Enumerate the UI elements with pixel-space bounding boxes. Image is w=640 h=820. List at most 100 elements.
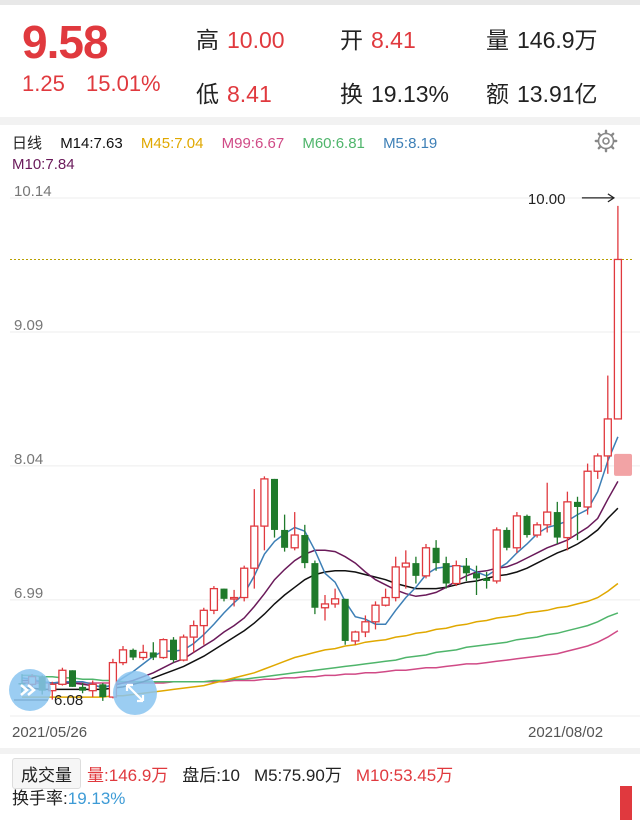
- ma-line-m10: [22, 481, 619, 688]
- open-label: 开: [340, 27, 363, 53]
- ma-legend-row-1: 日线 M14:7.63 M45:7.04 M99:6.67 M60:6.81 M…: [12, 132, 451, 153]
- candle-body: [320, 603, 330, 609]
- candle-body: [351, 631, 360, 642]
- turnover-label: 换: [340, 81, 363, 107]
- candle-body: [209, 587, 219, 611]
- volume-label: 量: [486, 27, 509, 53]
- turnover-value: 19.13%: [371, 81, 450, 107]
- vol-label: 量:: [87, 766, 109, 785]
- y-tick-label: 8.04: [14, 451, 43, 468]
- fullscreen-icon[interactable]: [112, 670, 158, 716]
- divider-2: [0, 748, 640, 754]
- price-change-pct: 15.01%: [86, 71, 161, 96]
- turnover-stat: 换 19.13%: [340, 75, 449, 109]
- candle-body: [189, 624, 198, 638]
- low-stat: 低 8.41: [196, 75, 272, 109]
- high-stat: 高 10.00: [196, 21, 285, 55]
- candle-body: [613, 258, 623, 420]
- candle-body: [503, 529, 511, 548]
- indicator-selector-button[interactable]: 成交量: [12, 758, 81, 789]
- high-label: 高: [196, 27, 219, 53]
- y-tick-label: 6.99: [14, 585, 43, 602]
- candle-body: [523, 515, 531, 536]
- candle-body: [401, 562, 410, 568]
- candle-body: [381, 596, 390, 606]
- after-hours-value: 10: [221, 766, 240, 785]
- candle-body: [301, 535, 309, 564]
- volume-stat: 量 146.9万: [486, 21, 598, 55]
- candle-body: [371, 604, 380, 623]
- candle-body: [99, 684, 107, 698]
- candle-body: [79, 686, 87, 691]
- amount-stat: 额 13.91亿: [486, 75, 598, 109]
- candle-body: [391, 566, 400, 599]
- candle-body: [260, 478, 269, 527]
- quote-header: 9.58 1.25 15.01% 高 10.00 低 8.41 开 8.41 换 19.…: [0, 5, 640, 117]
- candle-body: [229, 596, 239, 600]
- turnover-rate-label: 换手率:: [12, 789, 68, 808]
- candle-body: [199, 609, 208, 627]
- candle-body: [341, 598, 349, 641]
- volume-bar-latest: [620, 786, 632, 820]
- candlestick-chart[interactable]: 10.14 9.09 8.04 6.99 10.00 6.08: [0, 174, 640, 724]
- chart-grid: 10.14 9.09 8.04 6.99: [10, 183, 640, 717]
- y-tick-label: 10.14: [14, 183, 52, 200]
- candle-body: [290, 534, 299, 549]
- volume-legend: 成交量 量:146.9万 盘后:10 M5:75.90万 M10:53.45万: [12, 758, 454, 789]
- candle-body: [421, 547, 431, 577]
- turnover-legend: 换手率:19.13%: [12, 784, 125, 809]
- candle-body: [553, 512, 561, 538]
- candle-body: [543, 511, 552, 526]
- price-marker: [614, 453, 632, 476]
- volume-value: 146.9万: [517, 27, 598, 53]
- ma-m60: M60:6.81: [302, 135, 365, 152]
- open-stat: 开 8.41: [340, 21, 416, 55]
- low-value: 8.41: [227, 81, 272, 107]
- candle-body: [492, 529, 501, 582]
- vol-value: 146.9万: [108, 766, 169, 785]
- divider: [0, 117, 640, 125]
- max-price-label: 10.00: [528, 191, 566, 208]
- candles: [18, 205, 623, 701]
- candle-body: [512, 515, 522, 549]
- candle-body: [532, 524, 542, 536]
- min-price-label: 6.08: [54, 692, 83, 709]
- candle-body: [412, 563, 420, 576]
- candle-body: [281, 529, 289, 548]
- high-value: 10.00: [227, 27, 285, 53]
- candle-body: [220, 588, 228, 599]
- candle-body: [69, 670, 76, 687]
- price-change: 1.25: [22, 71, 65, 96]
- status-strip: [0, 0, 640, 5]
- candle-body: [149, 652, 157, 658]
- candle-body: [58, 669, 67, 685]
- candle-body: [240, 567, 249, 599]
- candle-body: [108, 661, 118, 698]
- candle-body: [583, 470, 592, 508]
- candle-body: [311, 563, 319, 608]
- candle-body: [361, 621, 370, 633]
- candle-body: [603, 418, 612, 457]
- candle-body: [473, 573, 480, 579]
- max-price-arrowhead: [607, 193, 616, 203]
- after-hours-label: 盘后:: [182, 766, 222, 785]
- period-selector[interactable]: 日线: [12, 135, 43, 152]
- candle-body: [170, 639, 177, 661]
- ma-m45: M45:7.04: [140, 135, 204, 152]
- collapse-left-icon[interactable]: [8, 668, 52, 712]
- candle-body: [574, 501, 581, 507]
- candle-body: [432, 547, 440, 564]
- vol-m10: M10:53.45万: [355, 766, 454, 785]
- candle-body: [129, 649, 137, 658]
- settings-gear-icon[interactable]: [594, 129, 618, 153]
- ma-m14: M14:7.63: [60, 135, 123, 152]
- chart-annotations: 10.00 6.08: [14, 191, 632, 709]
- candle-body: [159, 639, 168, 659]
- x-end-date: 2021/08/02: [528, 724, 604, 741]
- candle-body: [139, 651, 148, 659]
- candle-body: [483, 578, 491, 581]
- candle-body: [442, 563, 450, 584]
- ma-m10: M10:7.84: [12, 156, 75, 173]
- ma-m5: M5:8.19: [383, 135, 438, 152]
- candle-body: [179, 636, 188, 661]
